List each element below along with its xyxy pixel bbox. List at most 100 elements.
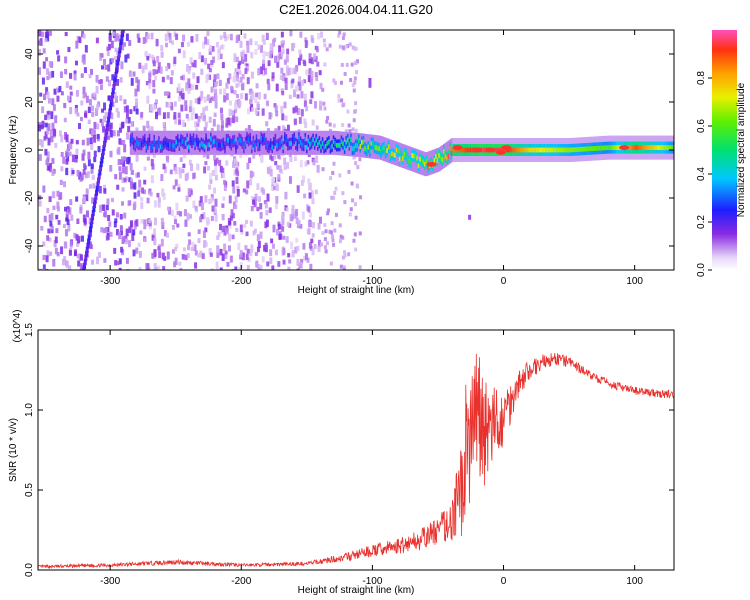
noise-cell xyxy=(135,219,139,227)
noise-cell xyxy=(220,125,224,133)
noise-cell xyxy=(178,119,182,125)
noise-cell xyxy=(248,157,252,164)
snr-series-line xyxy=(38,353,674,569)
noise-cell xyxy=(226,78,230,84)
noise-cell xyxy=(184,173,188,182)
noise-cell xyxy=(181,254,185,260)
noise-cell xyxy=(84,172,88,179)
ridge-core xyxy=(290,141,293,146)
ridge-core xyxy=(420,158,424,164)
noise-cell xyxy=(85,194,89,202)
y-tick-label: 40 xyxy=(24,48,35,60)
ridge-core xyxy=(199,143,202,149)
noise-cell xyxy=(330,230,334,235)
noise-cell xyxy=(221,62,225,69)
noise-cell xyxy=(146,95,150,104)
noise-cell xyxy=(48,61,52,67)
noise-cell xyxy=(119,95,123,101)
noise-cell xyxy=(113,221,117,228)
ridge-core xyxy=(356,143,359,148)
figure-title: C2E1.2026.004.04.11.G20 xyxy=(279,2,433,17)
noise-cell xyxy=(235,83,239,88)
ridge-core xyxy=(628,145,632,150)
noise-cell xyxy=(121,167,125,174)
noise-cell xyxy=(206,153,210,159)
noise-cell xyxy=(247,257,251,262)
noise-cell xyxy=(289,156,293,163)
noise-cell xyxy=(135,108,139,115)
noise-cell xyxy=(159,66,163,74)
noise-cell xyxy=(254,107,258,115)
noise-cell xyxy=(264,67,268,75)
ridge-core xyxy=(612,145,616,150)
noise-cell xyxy=(140,197,144,202)
noise-cell xyxy=(163,91,167,96)
noise-cell xyxy=(333,228,337,233)
noise-cell xyxy=(317,222,321,230)
noise-cell xyxy=(224,36,228,42)
noise-cell xyxy=(231,234,235,240)
noise-cell xyxy=(70,214,74,221)
noise-cell xyxy=(75,234,79,241)
ridge-core xyxy=(669,145,672,150)
noise-cell xyxy=(138,62,142,69)
noise-cell xyxy=(205,105,209,111)
noise-cell xyxy=(81,55,85,63)
ridge-core xyxy=(164,140,167,145)
ridge-core xyxy=(595,145,598,151)
noise-cell xyxy=(64,31,68,37)
noise-cell xyxy=(83,67,87,73)
noise-cell xyxy=(276,61,280,68)
noise-cell xyxy=(113,247,117,254)
noise-cell xyxy=(47,228,51,234)
noise-cell xyxy=(113,91,117,100)
noise-cell xyxy=(51,70,55,78)
noise-cell xyxy=(349,207,353,212)
noise-cell xyxy=(303,79,307,84)
noise-cell xyxy=(48,30,52,36)
noise-cell xyxy=(107,95,111,101)
ridge-core xyxy=(438,153,441,159)
ridge-core xyxy=(153,138,156,144)
noise-cell xyxy=(281,217,285,226)
noise-cell xyxy=(235,99,239,105)
noise-cell xyxy=(208,184,212,190)
ridge-core xyxy=(295,141,298,147)
noise-cell xyxy=(160,217,164,226)
noise-cell xyxy=(255,260,259,268)
ridge-core xyxy=(243,144,246,150)
ridge-core xyxy=(469,147,473,153)
noise-cell xyxy=(219,223,223,231)
noise-cell xyxy=(115,229,119,236)
noise-cell xyxy=(309,182,313,191)
ridge-core xyxy=(548,147,551,153)
noise-cell xyxy=(280,67,284,74)
ridge-core xyxy=(236,140,240,146)
noise-cell xyxy=(41,31,45,38)
ridge-core xyxy=(529,147,532,153)
noise-cell xyxy=(219,107,223,114)
noise-cell xyxy=(280,105,284,114)
ridge-core xyxy=(309,141,312,147)
noise-cell xyxy=(281,90,285,96)
noise-cell xyxy=(208,68,212,73)
ridge-core xyxy=(219,143,222,148)
noise-cell xyxy=(48,71,52,79)
noise-cell xyxy=(255,92,259,98)
noise-cell xyxy=(315,46,319,53)
ridge-core xyxy=(435,154,438,159)
noise-cell xyxy=(122,160,126,167)
noise-cell xyxy=(141,65,145,74)
noise-cell xyxy=(194,250,198,256)
noise-cell xyxy=(106,198,110,205)
ridge-core xyxy=(483,147,487,153)
noise-cell xyxy=(153,217,157,226)
noise-cell xyxy=(82,168,86,175)
noise-cell xyxy=(303,100,307,108)
noise-cell xyxy=(64,206,68,212)
noise-cell xyxy=(221,203,225,208)
noise-cell xyxy=(209,179,213,184)
noise-cell xyxy=(246,264,250,270)
ridge-core xyxy=(328,139,331,145)
